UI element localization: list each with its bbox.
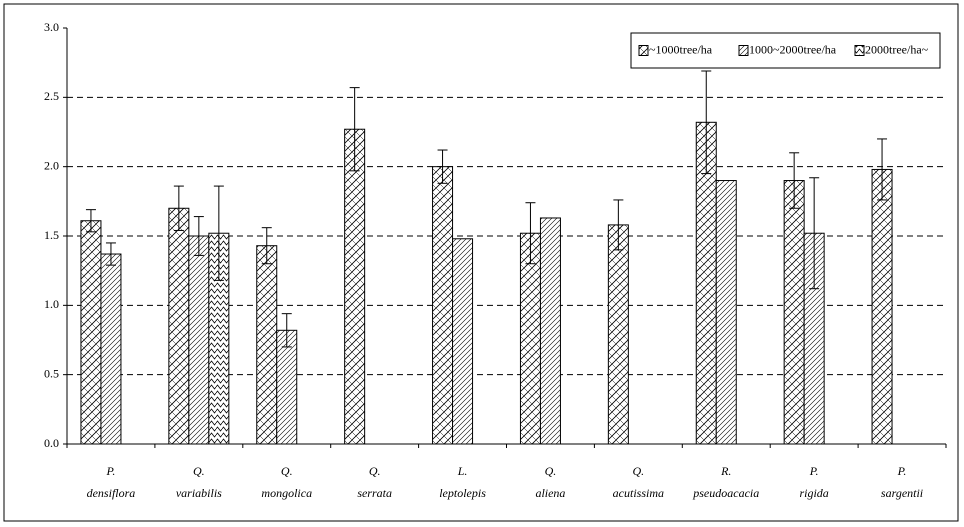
x-tick-label: P. <box>897 464 907 478</box>
y-tick-label: 1.5 <box>44 228 59 242</box>
frame <box>3 3 959 522</box>
bar <box>344 128 366 445</box>
y-tick-label: 2.5 <box>44 89 59 103</box>
bar <box>188 235 210 445</box>
bar <box>519 232 541 445</box>
legend-label: 2000tree/ha~ <box>865 42 929 56</box>
error-bar <box>789 152 800 209</box>
bar <box>539 217 561 445</box>
bar <box>871 168 893 445</box>
x-tick-label: Q. <box>193 464 205 478</box>
x-tick-label: L. <box>457 464 468 478</box>
x-tick-label: variabilis <box>176 486 222 500</box>
legend-swatch <box>638 45 649 56</box>
y-tick-label: 2.0 <box>44 158 59 172</box>
legend-label: ~1000tree/ha <box>649 42 713 56</box>
bar <box>715 180 737 445</box>
x-tick-label: Q. <box>281 464 293 478</box>
error-bar <box>809 177 820 290</box>
error-bar <box>613 199 624 251</box>
bar <box>256 245 278 445</box>
legend: ~1000tree/ha 1000~2000tree/ha 2000tree/ha~ <box>630 32 941 69</box>
x-tick-label: pseudoacacia <box>692 486 759 500</box>
error-bar <box>281 313 292 348</box>
legend-swatch <box>738 45 749 56</box>
error-bar <box>105 242 116 266</box>
bar <box>100 253 122 445</box>
y-tick-label: 0.5 <box>44 366 59 380</box>
x-tick-label: mongolica <box>261 486 312 500</box>
x-tick-label: sargentii <box>881 486 923 500</box>
x-tick-label: Q. <box>545 464 557 478</box>
y-tick-label: 3.0 <box>44 20 59 34</box>
x-tick-label: Q. <box>633 464 645 478</box>
x-tick-label: acutissima <box>613 486 664 500</box>
x-tick-label: R. <box>720 464 731 478</box>
x-tick-label: Q. <box>369 464 381 478</box>
bar <box>168 207 190 445</box>
y-tick-label: 1.0 <box>44 297 59 311</box>
x-tick-label: aliena <box>535 486 565 500</box>
x-tick-label: P. <box>106 464 116 478</box>
error-bar <box>437 149 448 184</box>
bar <box>607 224 629 445</box>
x-tick-label: P. <box>809 464 819 478</box>
error-bar <box>193 216 204 256</box>
bar <box>432 166 454 445</box>
x-tick-label: leptolepis <box>439 486 486 500</box>
bar <box>783 180 805 445</box>
x-tick-label: rigida <box>799 486 828 500</box>
error-bar <box>349 87 360 172</box>
error-bar <box>85 209 96 233</box>
x-tick-label: densiflora <box>87 486 136 500</box>
x-tick-label: serrata <box>357 486 392 500</box>
y-tick-label: 0.0 <box>44 436 59 450</box>
legend-label: 1000~2000tree/ha <box>749 42 837 56</box>
error-bar <box>877 138 888 201</box>
error-bar <box>173 185 184 231</box>
bar <box>452 238 474 445</box>
error-bar <box>701 70 712 175</box>
legend-box <box>630 32 941 69</box>
error-bar <box>525 202 536 265</box>
error-bar <box>213 185 224 281</box>
legend-swatch <box>854 45 865 56</box>
error-bar <box>261 227 272 265</box>
bar <box>80 220 102 445</box>
